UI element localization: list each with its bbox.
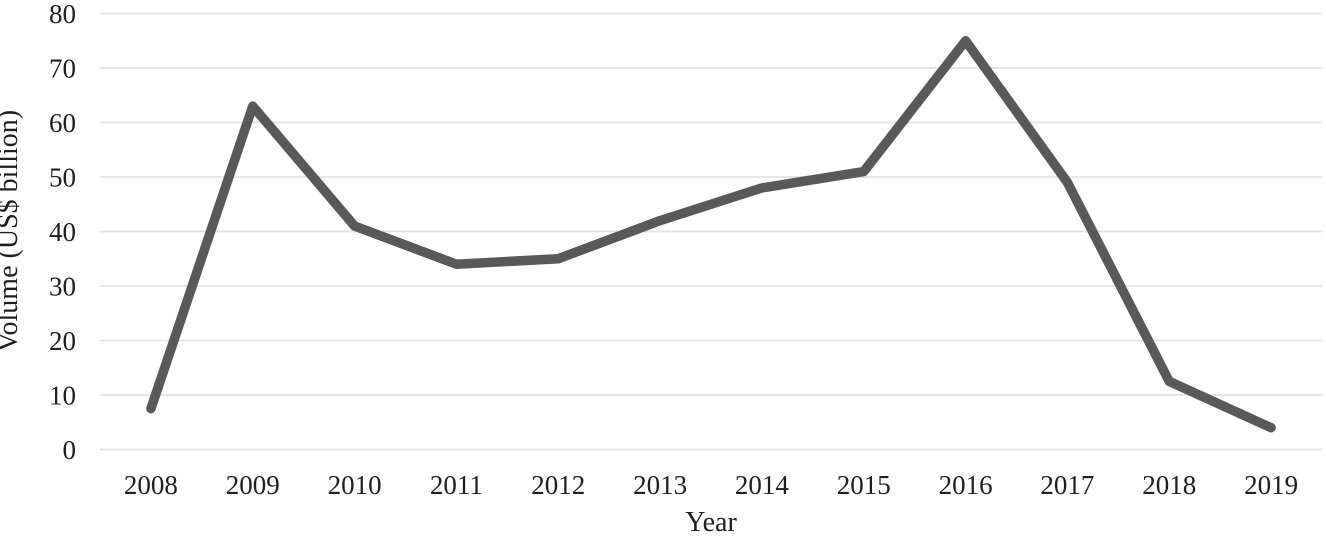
y-tick-label: 60 [49,108,76,138]
y-tick-labels: 0 10 20 30 40 50 60 70 80 [49,0,76,465]
x-tick-label: 2016 [939,470,993,500]
x-tick-label: 2011 [430,470,483,500]
x-tick-label: 2015 [837,470,891,500]
y-tick-label: 20 [49,326,76,356]
x-tick-label: 2014 [735,470,790,500]
y-tick-label: 30 [49,272,76,302]
y-tick-label: 10 [49,381,76,411]
y-tick-label: 80 [49,0,76,29]
y-tick-label: 0 [63,435,77,465]
y-tick-label: 70 [49,54,76,84]
y-tick-label: 40 [49,217,76,247]
x-tick-label: 2017 [1040,470,1094,500]
y-tick-label: 50 [49,163,76,193]
x-tick-label: 2012 [531,470,585,500]
x-axis-title: Year [685,507,737,538]
x-tick-label: 2010 [328,470,382,500]
x-tick-label: 2013 [633,470,687,500]
gridlines [100,12,1322,451]
data-line [146,36,1276,433]
x-tick-label: 2008 [124,470,178,500]
x-tick-labels: 2008 2009 2010 2011 2012 2013 2014 2015 2016 2017… [124,470,1298,500]
x-tick-label: 2019 [1244,470,1298,500]
x-tick-label: 2009 [226,470,280,500]
y-axis-title: Volume (US$ billion) [0,110,24,352]
x-tick-label: 2018 [1142,470,1196,500]
